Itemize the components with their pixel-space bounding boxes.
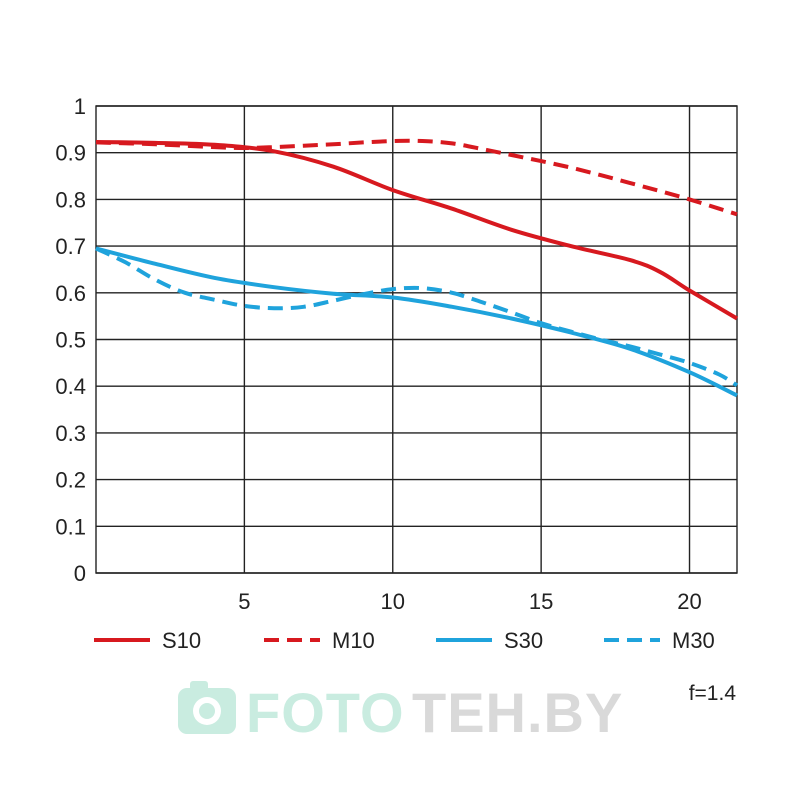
legend-label-s30: S30 [504, 628, 543, 653]
legend: S10 M10 S30 M30 [94, 628, 715, 653]
series-line-s30 [95, 246, 738, 398]
y-tick-label: 0.2 [55, 468, 86, 493]
x-tick-label: 10 [381, 589, 405, 614]
x-tick-label: 20 [677, 589, 701, 614]
grid [95, 105, 738, 574]
legend-label-s10: S10 [162, 628, 201, 653]
series-line-m10 [95, 138, 738, 217]
x-axis-tick-labels: 5 10 15 20 [238, 589, 702, 614]
y-tick-label: 0.7 [55, 234, 86, 259]
y-tick-label: 0.5 [55, 328, 86, 353]
y-tick-label: 0.6 [55, 281, 86, 306]
y-tick-label: 0.4 [55, 374, 86, 399]
aperture-note: f=1.4 [689, 682, 737, 705]
y-tick-label: 0.3 [55, 421, 86, 446]
y-tick-label: 0.9 [55, 141, 86, 166]
y-tick-label: 0.8 [55, 187, 86, 212]
series-line-m30 [95, 246, 739, 388]
series-lines [95, 138, 739, 398]
y-tick-label: 0 [74, 561, 86, 586]
x-tick-label: 5 [238, 589, 250, 614]
y-tick-label: 1 [74, 94, 86, 119]
y-tick-label: 0.1 [55, 514, 86, 539]
legend-label-m10: M10 [332, 628, 375, 653]
x-tick-label: 15 [529, 589, 553, 614]
y-axis-tick-labels: 0 0.1 0.2 0.3 0.4 0.5 0.6 0.7 0.8 0.9 1 [55, 94, 86, 586]
watermark-text-b: TEH.BY [412, 681, 623, 744]
watermark-text-a: FOTO [246, 681, 405, 744]
series-line-s10 [95, 140, 739, 321]
watermark: FOTO TEH.BY [178, 681, 623, 744]
legend-label-m30: M30 [672, 628, 715, 653]
camera-icon [178, 681, 236, 734]
